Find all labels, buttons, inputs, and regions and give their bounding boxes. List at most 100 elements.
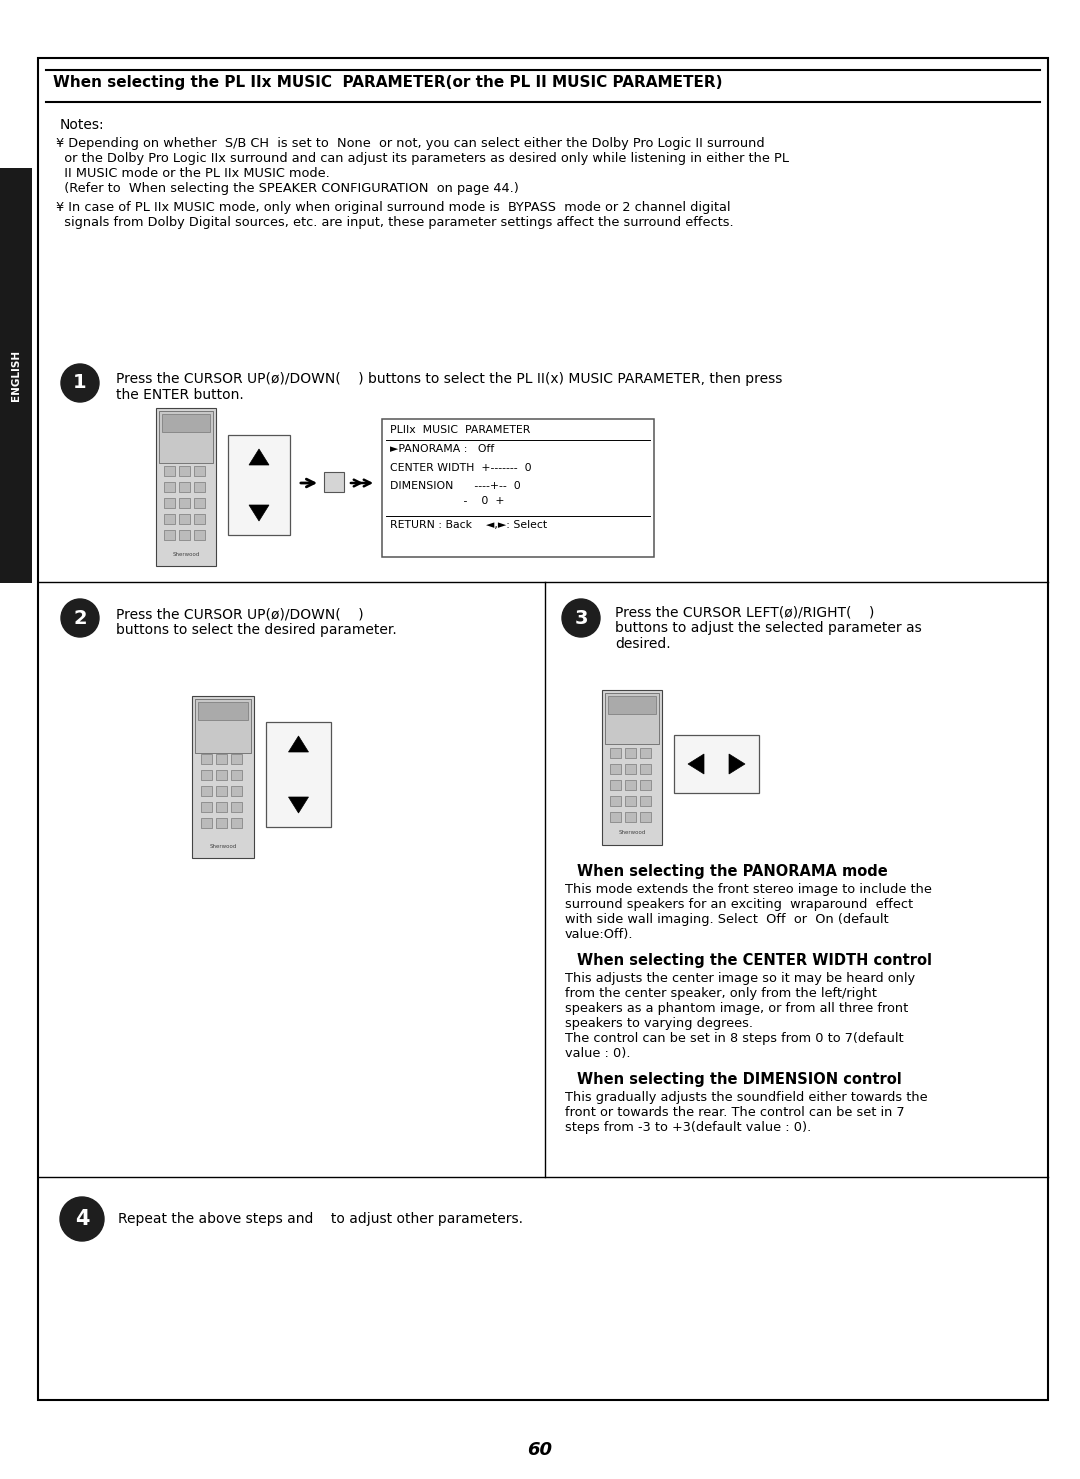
Polygon shape bbox=[288, 737, 309, 751]
Text: ¥ In case of PL IIx MUSIC mode, only when original surround mode is  BYPASS  mod: ¥ In case of PL IIx MUSIC mode, only whe… bbox=[56, 201, 730, 214]
Text: steps from -3 to +3(default value : 0).: steps from -3 to +3(default value : 0). bbox=[565, 1121, 811, 1134]
Bar bbox=[610, 812, 621, 822]
Bar bbox=[216, 754, 227, 765]
Text: front or towards the rear. The control can be set in 7: front or towards the rear. The control c… bbox=[565, 1106, 905, 1120]
Bar bbox=[640, 812, 651, 822]
Text: When selecting the CENTER WIDTH control: When selecting the CENTER WIDTH control bbox=[577, 952, 932, 967]
Text: DIMENSION      ----+--  0: DIMENSION ----+-- 0 bbox=[390, 481, 521, 491]
Bar bbox=[216, 785, 227, 796]
Polygon shape bbox=[688, 754, 704, 774]
Text: speakers to varying degrees.: speakers to varying degrees. bbox=[565, 1018, 753, 1029]
Text: Notes:: Notes: bbox=[60, 118, 105, 132]
Bar bbox=[179, 482, 190, 493]
Bar bbox=[640, 748, 651, 759]
Bar bbox=[602, 691, 662, 845]
Bar bbox=[266, 722, 330, 827]
Bar bbox=[625, 748, 636, 759]
Text: When selecting the PL IIx MUSIC  PARAMETER(or the PL II MUSIC PARAMETER): When selecting the PL IIx MUSIC PARAMETE… bbox=[53, 75, 723, 90]
Bar bbox=[194, 515, 205, 524]
Bar bbox=[610, 796, 621, 806]
Bar bbox=[194, 498, 205, 507]
Text: This mode extends the front stereo image to include the: This mode extends the front stereo image… bbox=[565, 883, 932, 896]
Text: or the Dolby Pro Logic IIx surround and can adjust its parameters as desired onl: or the Dolby Pro Logic IIx surround and … bbox=[56, 152, 789, 166]
Bar bbox=[179, 466, 190, 476]
Bar bbox=[610, 765, 621, 774]
Bar bbox=[201, 818, 212, 828]
Text: from the center speaker, only from the left/right: from the center speaker, only from the l… bbox=[565, 986, 877, 1000]
Text: desired.: desired. bbox=[615, 637, 671, 651]
Text: CENTER WIDTH  +-------  0: CENTER WIDTH +------- 0 bbox=[390, 463, 531, 473]
Text: ¥ Depending on whether  S/B CH  is set to  None  or not, you can select either t: ¥ Depending on whether S/B CH is set to … bbox=[56, 138, 765, 149]
Bar bbox=[625, 796, 636, 806]
Bar bbox=[194, 529, 205, 540]
Text: Sherwood: Sherwood bbox=[173, 552, 200, 556]
Bar bbox=[179, 498, 190, 507]
Polygon shape bbox=[249, 504, 269, 521]
Bar bbox=[231, 754, 242, 765]
Bar bbox=[201, 754, 212, 765]
Text: signals from Dolby Digital sources, etc. are input, these parameter settings aff: signals from Dolby Digital sources, etc.… bbox=[56, 216, 733, 229]
Circle shape bbox=[562, 599, 600, 637]
Bar bbox=[198, 703, 248, 720]
Text: 1: 1 bbox=[73, 374, 86, 392]
Bar bbox=[201, 785, 212, 796]
Bar bbox=[382, 419, 654, 558]
Text: 60: 60 bbox=[527, 1441, 553, 1458]
Bar bbox=[179, 515, 190, 524]
Text: ENGLISH: ENGLISH bbox=[11, 351, 21, 401]
Bar bbox=[625, 765, 636, 774]
Bar bbox=[164, 466, 175, 476]
Text: the ENTER button.: the ENTER button. bbox=[116, 387, 244, 402]
Polygon shape bbox=[288, 797, 309, 813]
Bar bbox=[164, 529, 175, 540]
Bar bbox=[216, 818, 227, 828]
Bar bbox=[625, 812, 636, 822]
Bar bbox=[0, 169, 32, 583]
Bar bbox=[162, 414, 210, 432]
Bar bbox=[201, 802, 212, 812]
Text: Press the CURSOR LEFT(ø)/RIGHT(    ): Press the CURSOR LEFT(ø)/RIGHT( ) bbox=[615, 605, 875, 620]
Text: RETURN : Back    ◄,►: Select: RETURN : Back ◄,►: Select bbox=[390, 521, 548, 529]
Text: -    0  +: - 0 + bbox=[390, 495, 504, 506]
Bar bbox=[605, 694, 659, 744]
Text: ►PANORAMA :   Off: ►PANORAMA : Off bbox=[390, 444, 495, 454]
Polygon shape bbox=[249, 450, 269, 464]
Text: Press the CURSOR UP(ø)/DOWN(    ): Press the CURSOR UP(ø)/DOWN( ) bbox=[116, 606, 364, 621]
Text: Repeat the above steps and    to adjust other parameters.: Repeat the above steps and to adjust oth… bbox=[118, 1211, 523, 1226]
Bar bbox=[231, 802, 242, 812]
Bar bbox=[179, 529, 190, 540]
Circle shape bbox=[60, 1197, 104, 1241]
Text: Sherwood: Sherwood bbox=[619, 830, 646, 834]
Bar bbox=[159, 411, 213, 463]
Text: II MUSIC mode or the PL IIx MUSIC mode.: II MUSIC mode or the PL IIx MUSIC mode. bbox=[56, 167, 329, 180]
Bar bbox=[194, 482, 205, 493]
Bar bbox=[195, 700, 251, 753]
Bar bbox=[674, 735, 759, 793]
Polygon shape bbox=[729, 754, 745, 774]
Text: speakers as a phantom image, or from all three front: speakers as a phantom image, or from all… bbox=[565, 1001, 908, 1015]
Text: value:Off).: value:Off). bbox=[565, 927, 634, 941]
Bar bbox=[216, 771, 227, 779]
Text: 4: 4 bbox=[75, 1208, 90, 1229]
Bar bbox=[608, 697, 656, 714]
Bar bbox=[216, 802, 227, 812]
Text: This gradually adjusts the soundfield either towards the: This gradually adjusts the soundfield ei… bbox=[565, 1092, 928, 1103]
Bar bbox=[610, 748, 621, 759]
Text: PLIIx  MUSIC  PARAMETER: PLIIx MUSIC PARAMETER bbox=[390, 424, 530, 435]
Text: buttons to adjust the selected parameter as: buttons to adjust the selected parameter… bbox=[615, 621, 921, 634]
Bar bbox=[164, 498, 175, 507]
Bar bbox=[231, 785, 242, 796]
Text: 2: 2 bbox=[73, 608, 86, 627]
Bar bbox=[156, 408, 216, 566]
Text: buttons to select the desired parameter.: buttons to select the desired parameter. bbox=[116, 623, 396, 637]
Bar bbox=[164, 482, 175, 493]
Text: 3: 3 bbox=[575, 608, 588, 627]
Text: The control can be set in 8 steps from 0 to 7(default: The control can be set in 8 steps from 0… bbox=[565, 1032, 904, 1046]
Text: When selecting the PANORAMA mode: When selecting the PANORAMA mode bbox=[577, 864, 888, 879]
Text: with side wall imaging. Select  Off  or  On (default: with side wall imaging. Select Off or On… bbox=[565, 913, 889, 926]
Bar bbox=[324, 472, 345, 493]
Text: (Refer to  When selecting the SPEAKER CONFIGURATION  on page 44.): (Refer to When selecting the SPEAKER CON… bbox=[56, 182, 518, 195]
Text: surround speakers for an exciting  wraparound  effect: surround speakers for an exciting wrapar… bbox=[565, 898, 913, 911]
Text: value : 0).: value : 0). bbox=[565, 1047, 631, 1060]
Bar bbox=[201, 771, 212, 779]
